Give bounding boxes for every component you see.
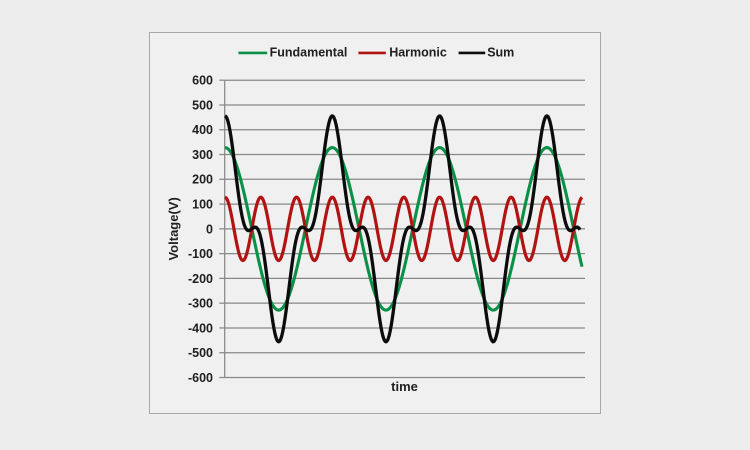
svg-text:-400: -400 (188, 321, 213, 335)
svg-text:Sum: Sum (487, 45, 514, 59)
svg-text:-100: -100 (188, 247, 213, 261)
svg-text:-600: -600 (188, 371, 213, 385)
svg-text:100: 100 (192, 197, 213, 211)
svg-text:200: 200 (192, 173, 213, 187)
svg-text:300: 300 (192, 148, 213, 162)
svg-text:Voltage(V): Voltage(V) (166, 197, 181, 260)
svg-text:-200: -200 (188, 272, 213, 286)
svg-text:-300: -300 (188, 297, 213, 311)
svg-text:-500: -500 (188, 346, 213, 360)
svg-text:500: 500 (192, 98, 213, 112)
svg-text:Harmonic: Harmonic (389, 45, 447, 59)
svg-text:time: time (391, 379, 418, 394)
svg-text:400: 400 (192, 123, 213, 137)
svg-text:Fundamental: Fundamental (270, 45, 348, 59)
svg-text:600: 600 (192, 74, 213, 88)
svg-text:0: 0 (206, 222, 213, 236)
